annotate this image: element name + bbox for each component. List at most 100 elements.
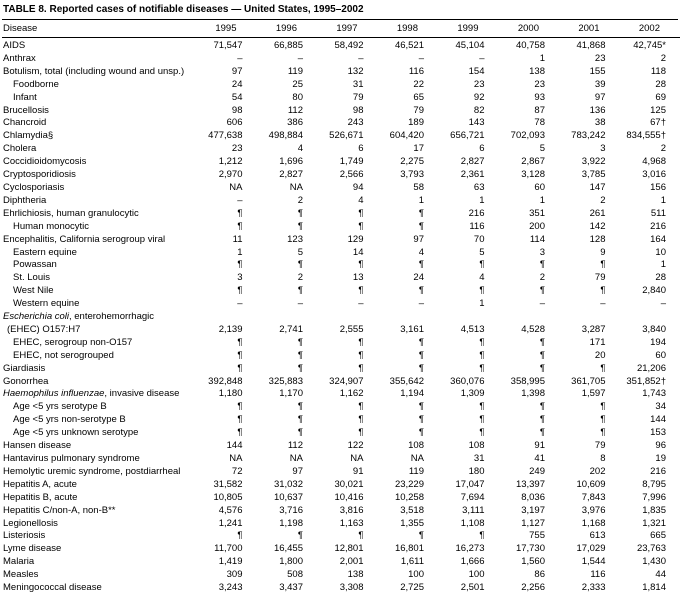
table-row: Encephalitis, California serogroup viral… [2, 234, 680, 247]
value-cell: – [440, 53, 501, 66]
value-cell: ¶ [319, 350, 380, 363]
value-cell: 17,029 [561, 543, 622, 556]
value-cell: ¶ [319, 337, 380, 350]
value-cell: 1,309 [440, 388, 501, 401]
value-cell: 82 [440, 105, 501, 118]
disease-label: West Nile [2, 285, 198, 298]
value-cell: 97 [198, 66, 259, 79]
value-cell: 2,970 [198, 169, 259, 182]
table-title: TABLE 8. Reported cases of notifiable di… [2, 3, 678, 20]
column-header-2000: 2000 [501, 20, 562, 38]
value-cell: 1,321 [622, 518, 680, 531]
table-row: Age <5 yrs serotype B¶¶¶¶¶¶¶34 [2, 401, 680, 414]
disease-label: Hepatitis C/non-A, non-B** [2, 505, 198, 518]
value-cell: 30,021 [319, 479, 380, 492]
value-cell: 202 [561, 466, 622, 479]
value-cell: 23 [440, 79, 501, 92]
value-cell: 31,582 [198, 479, 259, 492]
value-cell: 3,793 [380, 169, 441, 182]
value-cell: ¶ [440, 259, 501, 272]
value-cell: 3,128 [501, 169, 562, 182]
value-cell: 200 [501, 221, 562, 234]
table-row: Giardiasis¶¶¶¶¶¶¶21,206 [2, 363, 680, 376]
value-cell: – [198, 195, 259, 208]
value-cell: ¶ [198, 208, 259, 221]
value-cell: 7,694 [440, 492, 501, 505]
value-cell: ¶ [380, 337, 441, 350]
value-cell: 180 [440, 466, 501, 479]
disease-label: Human monocytic [2, 221, 198, 234]
value-cell: 142 [561, 221, 622, 234]
value-cell: 3 [561, 143, 622, 156]
disease-label: Gonorrhea [2, 376, 198, 389]
value-cell: 13 [319, 272, 380, 285]
value-cell: 1,544 [561, 556, 622, 569]
value-cell: 1 [622, 259, 680, 272]
value-cell: NA [198, 182, 259, 195]
value-cell: 155 [561, 66, 622, 79]
disease-label: Cryptosporidiosis [2, 169, 198, 182]
value-cell: ¶ [259, 363, 320, 376]
value-cell: 1 [440, 298, 501, 311]
value-cell: 154 [440, 66, 501, 79]
value-cell: 1,170 [259, 388, 320, 401]
disease-label: Ehrlichiosis, human granulocytic [2, 208, 198, 221]
value-cell: – [622, 298, 680, 311]
value-cell: 2 [501, 272, 562, 285]
value-cell: 70 [440, 234, 501, 247]
value-cell: 24 [198, 79, 259, 92]
column-header-1998: 1998 [380, 20, 441, 38]
disease-label: Hepatitis B, acute [2, 492, 198, 505]
value-cell: 216 [440, 208, 501, 221]
value-cell: 23 [561, 53, 622, 66]
value-cell: 97 [561, 92, 622, 105]
value-cell: ¶ [319, 259, 380, 272]
value-cell: ¶ [319, 221, 380, 234]
value-cell: 119 [259, 66, 320, 79]
disease-label: EHEC, not serogrouped [2, 350, 198, 363]
value-cell: 98 [319, 105, 380, 118]
value-cell: NA [259, 182, 320, 195]
value-cell: 325,883 [259, 376, 320, 389]
value-cell: 1 [501, 195, 562, 208]
value-cell: 1,749 [319, 156, 380, 169]
value-cell: ¶ [440, 401, 501, 414]
value-cell: 216 [622, 221, 680, 234]
value-cell: ¶ [319, 401, 380, 414]
value-cell: – [319, 53, 380, 66]
value-cell: ¶ [259, 221, 320, 234]
value-cell: 1,597 [561, 388, 622, 401]
value-cell: 144 [622, 414, 680, 427]
value-cell: 10 [622, 247, 680, 260]
value-cell: 1 [380, 195, 441, 208]
value-cell: ¶ [501, 337, 562, 350]
disease-label: Infant [2, 92, 198, 105]
value-cell: 189 [380, 117, 441, 130]
value-cell: 10,258 [380, 492, 441, 505]
value-cell: ¶ [198, 259, 259, 272]
value-cell: 116 [440, 221, 501, 234]
disease-label: Hansen disease [2, 440, 198, 453]
value-cell: 2,867 [501, 156, 562, 169]
value-cell: ¶ [380, 285, 441, 298]
value-cell: ¶ [198, 427, 259, 440]
value-cell: 128 [561, 234, 622, 247]
value-cell: 702,093 [501, 130, 562, 143]
value-cell: NA [198, 453, 259, 466]
value-cell: 1,398 [501, 388, 562, 401]
table-row: Escherichia coli, enterohemorrhagic(EHEC… [2, 311, 680, 337]
value-cell: ¶ [198, 221, 259, 234]
disease-label: Hepatitis A, acute [2, 479, 198, 492]
value-cell: 4,576 [198, 505, 259, 518]
value-cell: 67† [622, 117, 680, 130]
value-cell: 3,785 [561, 169, 622, 182]
value-cell: 1 [501, 53, 562, 66]
